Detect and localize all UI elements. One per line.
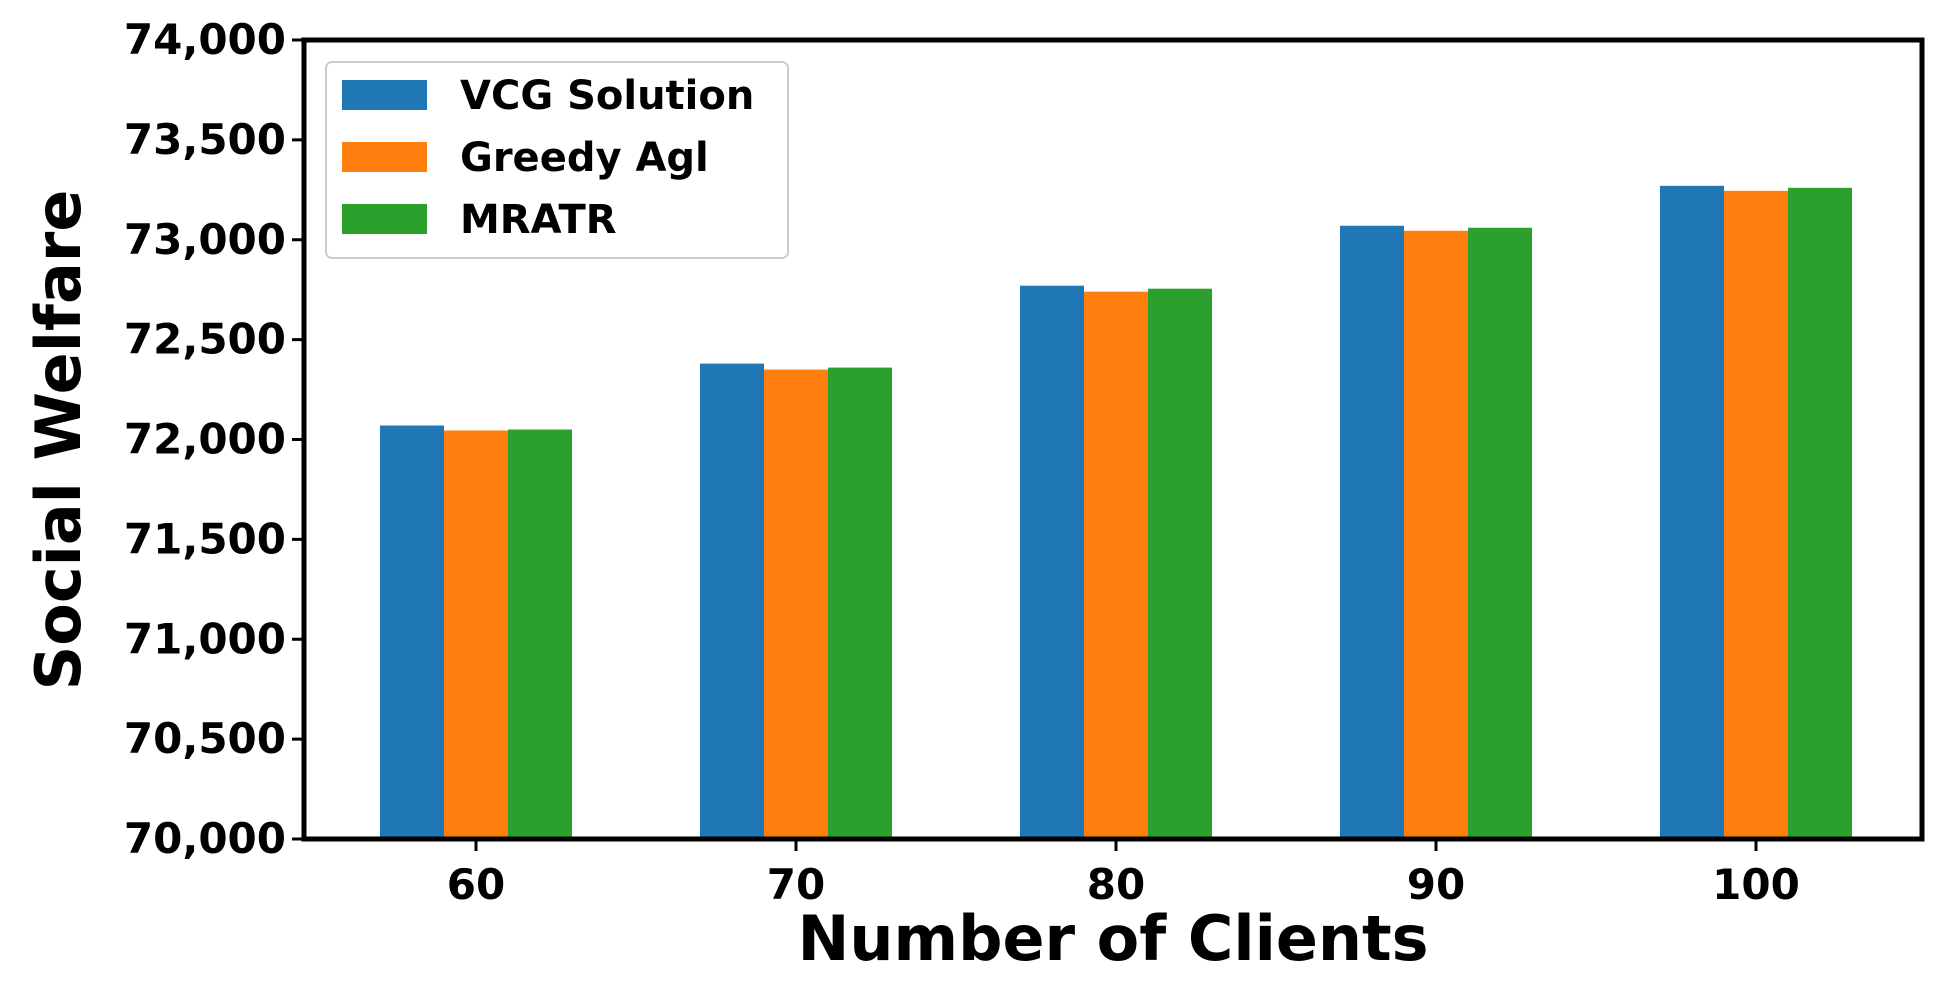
legend: VCG Solution Greedy Agl MRATR (325, 61, 789, 259)
y-tick-label-72500: 72,500 (124, 315, 286, 364)
bar-mratr-80 (1148, 288, 1212, 840)
bar-mratr-90 (1468, 227, 1532, 839)
bar-mratr-60 (508, 429, 572, 839)
y-tick-label-71500: 71,500 (124, 514, 286, 563)
legend-swatch-mratr (342, 204, 427, 234)
bar-greedy-agl-100 (1724, 190, 1788, 839)
legend-label-mratr: MRATR (460, 197, 617, 243)
x-tick-label-60: 60 (447, 860, 505, 909)
y-tick-label-70000: 70,000 (124, 814, 286, 863)
y-tick-label-74000: 74,000 (124, 15, 286, 64)
bar-mratr-100 (1788, 187, 1852, 839)
bar-vcg-solution-100 (1660, 185, 1724, 839)
legend-label-greedy-agl: Greedy Agl (460, 135, 709, 181)
x-tick-label-80: 80 (1087, 860, 1145, 909)
bar-greedy-agl-60 (444, 430, 508, 839)
bar-mratr-70 (828, 367, 892, 839)
y-tick-label-73000: 73,000 (124, 215, 286, 264)
legend-swatch-greedy-agl (342, 142, 427, 172)
y-tick-label-70500: 70,500 (124, 714, 286, 763)
y-axis-ticks: 70,000 70,500 71,000 71,500 72,000 72,500 73,0… (124, 15, 304, 863)
legend-swatch-vcg-solution (342, 80, 427, 110)
bar-greedy-agl-70 (764, 369, 828, 839)
bar-vcg-solution-70 (700, 363, 764, 839)
bar-vcg-solution-80 (1020, 285, 1084, 839)
y-tick-label-72000: 72,000 (124, 415, 286, 464)
legend-frame (325, 61, 789, 259)
bar-vcg-solution-60 (380, 425, 444, 839)
bar-greedy-agl-80 (1084, 291, 1148, 839)
y-tick-label-71000: 71,000 (124, 614, 286, 663)
bar-greedy-agl-90 (1404, 230, 1468, 840)
x-axis-ticks: 60 70 80 90 100 (447, 839, 1800, 909)
x-tick-label-90: 90 (1407, 860, 1465, 909)
legend-label-vcg-solution: VCG Solution (460, 73, 754, 119)
x-tick-label-70: 70 (767, 860, 825, 909)
y-axis-title: Social Welfare (22, 190, 95, 691)
bar-vcg-solution-90 (1340, 225, 1404, 839)
y-tick-label-73500: 73,500 (124, 115, 286, 164)
bars-group (380, 185, 1852, 840)
x-axis-title: Number of Clients (797, 902, 1428, 975)
x-tick-label-100: 100 (1712, 860, 1800, 909)
